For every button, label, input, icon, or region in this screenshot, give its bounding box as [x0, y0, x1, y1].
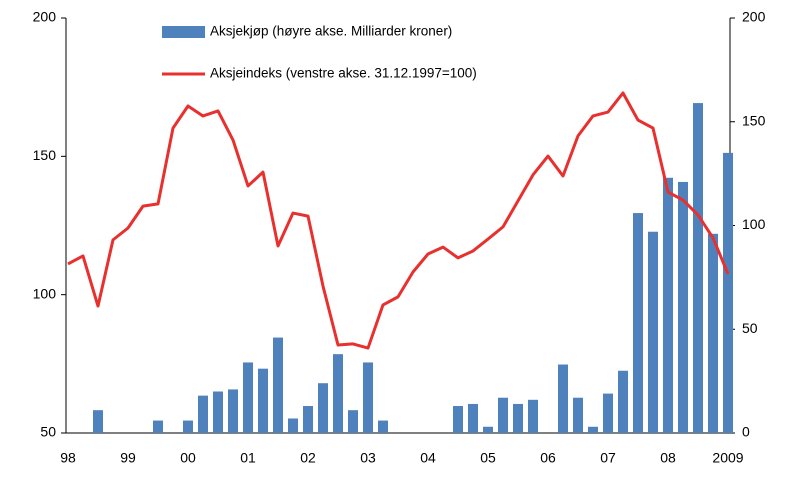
- legend-label: Aksjekjøp (høyre akse. Milliarder kroner…: [210, 24, 452, 39]
- y-tick-label: 50: [40, 424, 56, 440]
- x-tick-label: 03: [360, 450, 376, 466]
- x-tick-label: 05: [480, 450, 496, 466]
- bar: [618, 370, 628, 433]
- y2-tick-label: 50: [742, 320, 758, 336]
- bar: [333, 354, 343, 433]
- x-tick-label: 02: [300, 450, 316, 466]
- bar: [573, 397, 583, 433]
- legend-swatch: [162, 26, 205, 38]
- line: [67, 91, 730, 350]
- x-tick-label: 06: [540, 450, 556, 466]
- bar: [288, 418, 298, 433]
- y2-tick-label: 100: [742, 216, 766, 232]
- bar: [348, 410, 358, 433]
- bar: [378, 420, 388, 433]
- x-tick-label: 08: [660, 450, 676, 466]
- bar: [258, 368, 268, 433]
- bar: [453, 406, 463, 433]
- x-tick-label: 98: [60, 450, 76, 466]
- bar: [663, 177, 673, 433]
- bar: [363, 362, 373, 433]
- bar: [198, 395, 208, 433]
- bar: [588, 426, 598, 433]
- x-tick-label: 07: [600, 450, 616, 466]
- x-tick-label: 99: [120, 450, 136, 466]
- bar: [243, 362, 253, 433]
- y-tick-label: 100: [33, 285, 57, 301]
- bar: [213, 391, 223, 433]
- x-tick-label: 2009: [712, 450, 743, 466]
- bar: [708, 233, 718, 433]
- y2-tick-label: 0: [742, 424, 750, 440]
- bar: [648, 231, 658, 433]
- bar: [93, 410, 103, 433]
- bar: [678, 181, 688, 433]
- bar: [723, 152, 733, 433]
- bar: [468, 403, 478, 433]
- bar: [153, 420, 163, 433]
- bar: [273, 337, 283, 433]
- bar: [318, 383, 328, 433]
- y2-tick-label: 150: [742, 112, 766, 128]
- legend-label: Aksjeindeks (venstre akse. 31.12.1997=10…: [210, 66, 477, 81]
- bar: [603, 393, 613, 433]
- bar: [303, 406, 313, 433]
- y2-tick-label: 200: [742, 9, 766, 25]
- bar: [228, 389, 238, 433]
- x-tick-label: 00: [180, 450, 196, 466]
- bar: [633, 213, 643, 433]
- x-tick-label: 01: [240, 450, 256, 466]
- x-tick-label: 04: [420, 450, 436, 466]
- bar: [498, 397, 508, 433]
- y-tick-label: 150: [33, 147, 57, 163]
- bar: [693, 103, 703, 433]
- bar: [528, 399, 538, 433]
- y-tick-label: 200: [33, 9, 57, 25]
- bar: [183, 420, 193, 433]
- bar: [483, 426, 493, 433]
- bar: [513, 403, 523, 433]
- bar: [558, 364, 568, 433]
